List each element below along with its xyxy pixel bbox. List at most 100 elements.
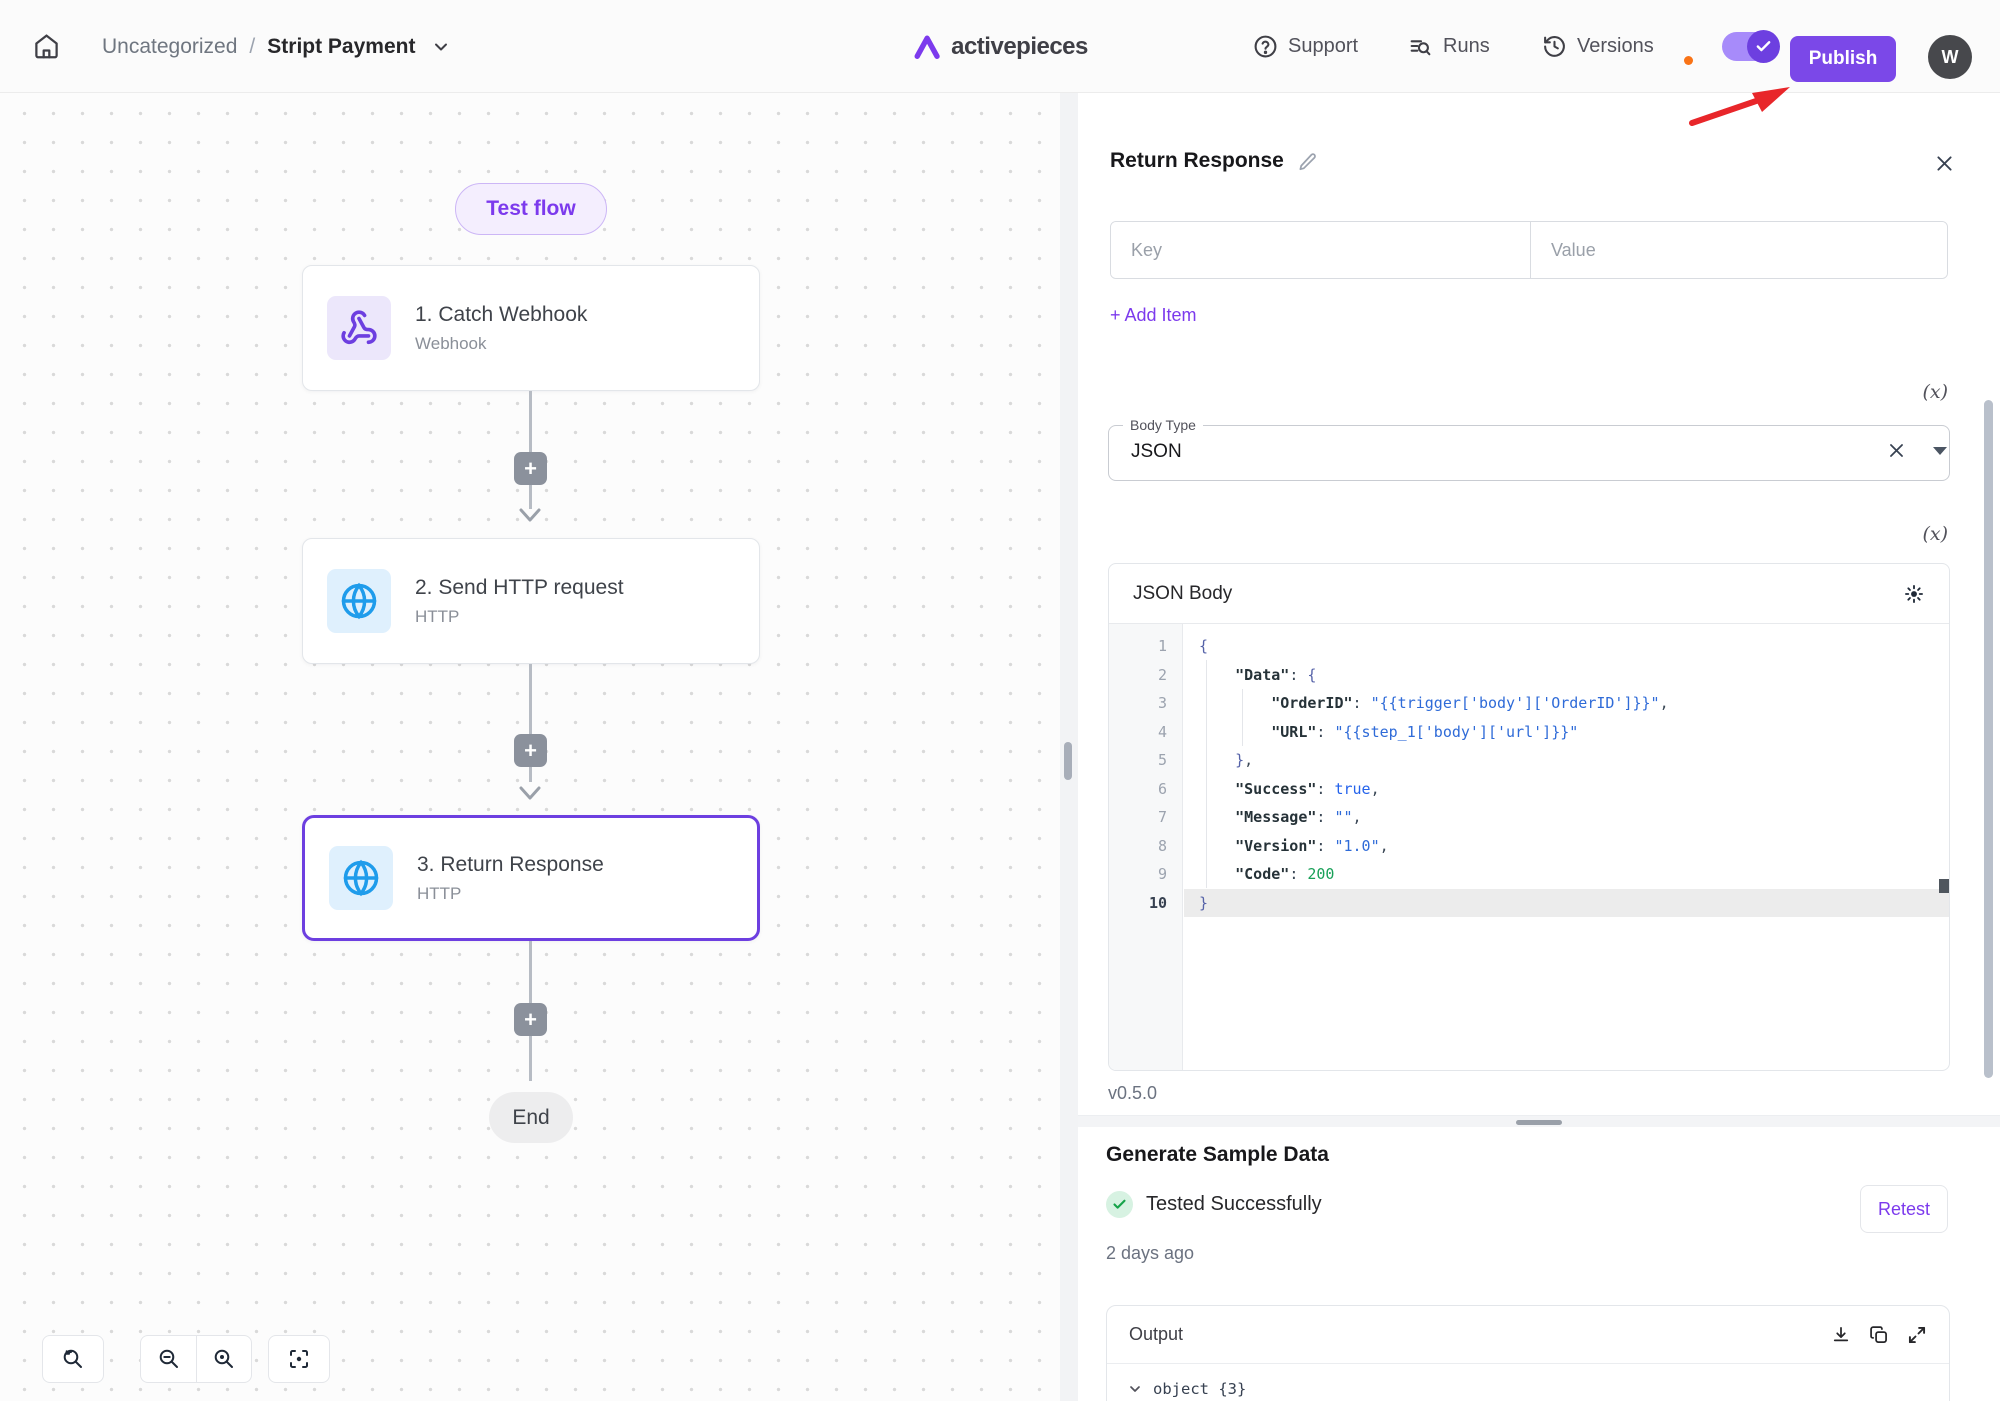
last-tested-time: 2 days ago [1106, 1243, 1195, 1263]
flow-menu-button[interactable] [431, 37, 451, 57]
copy-icon [1870, 1325, 1887, 1343]
expand-button[interactable] [1907, 1325, 1927, 1345]
insert-variable-icon[interactable]: (x) [1922, 523, 1948, 545]
panel-resize-divider[interactable] [1078, 1115, 2000, 1127]
zoom-out-icon [159, 1349, 178, 1368]
step-title: 1. Catch Webhook [415, 302, 588, 326]
breadcrumb: Uncategorized / Stript Payment [26, 0, 451, 93]
test-status: Tested Successfully [1106, 1191, 1322, 1218]
x-icon [1890, 444, 1903, 457]
test-flow-button[interactable]: Test flow [455, 183, 607, 235]
gutter-scrollbar[interactable] [1064, 742, 1072, 780]
connector-line [529, 391, 532, 509]
home-icon [34, 34, 58, 59]
clear-selection-button[interactable] [1887, 441, 1906, 465]
panel-scrollbar[interactable] [1984, 400, 1993, 1078]
indent-guide [1206, 660, 1207, 888]
zoom-reset-icon [63, 1349, 82, 1368]
logo-text: activepieces [951, 32, 1088, 60]
canvas-zoom-toolbar [42, 1335, 330, 1383]
download-icon [1833, 1326, 1849, 1341]
support-label: Support [1288, 35, 1359, 57]
toggle-knob [1747, 30, 1780, 63]
download-button[interactable] [1831, 1325, 1851, 1345]
json-code-editor[interactable]: 1{2 "Data": {3 "OrderID": "{{trigger['bo… [1109, 624, 1949, 1070]
zoom-in-button[interactable] [196, 1335, 252, 1383]
flow-name[interactable]: Stript Payment [267, 34, 416, 58]
close-icon [1937, 156, 1952, 171]
chevron-down-icon [435, 43, 448, 50]
panel-gutter [1060, 93, 1078, 1401]
step-subtitle: HTTP [415, 606, 460, 626]
activepieces-logo: activepieces [912, 0, 1088, 93]
code-line: 8 "Version": "1.0", [1157, 836, 1389, 855]
success-check-icon [1106, 1191, 1133, 1218]
panel-close-button[interactable] [1934, 153, 1955, 179]
output-root-label: object {3} [1153, 1380, 1247, 1398]
home-button[interactable] [26, 27, 66, 67]
activepieces-logo-icon [914, 35, 940, 59]
indent-guide [1242, 689, 1243, 746]
help-circle-icon [1254, 35, 1277, 58]
flow-canvas[interactable]: Test flow 1. Catch Webhook Webhook + 2. … [0, 93, 1060, 1401]
ai-sparkle-icon[interactable] [1903, 583, 1925, 605]
json-body-card: JSON Body 1{2 "Data": {3 "OrderID": "{{t… [1108, 563, 1950, 1071]
connector-line [529, 664, 532, 782]
value-input[interactable] [1531, 222, 1947, 278]
breadcrumb-category[interactable]: Uncategorized [102, 34, 238, 58]
body-type-value: JSON [1131, 441, 1182, 462]
code-line: 4 "URL": "{{step_1['body']['url']}}" [1157, 722, 1579, 741]
code-line-gutter [1109, 624, 1183, 1070]
code-line: 9 "Code": 200 [1157, 865, 1335, 883]
editor-scrollbar[interactable] [1939, 879, 1949, 893]
globe-icon [327, 569, 391, 633]
chevron-down-icon [1130, 1386, 1140, 1392]
piece-version-label: v0.5.0 [1108, 1083, 1158, 1103]
add-step-button[interactable]: + [514, 452, 547, 485]
history-icon [1544, 36, 1565, 57]
headers-key-value-row [1110, 221, 1948, 279]
versions-button[interactable]: Versions [1542, 0, 1654, 93]
add-step-button[interactable]: + [514, 1003, 547, 1036]
webhook-icon [327, 296, 391, 360]
output-card: Output object {3} [1106, 1305, 1950, 1401]
chevron-down-icon[interactable] [1933, 447, 1947, 455]
check-icon [1756, 41, 1771, 52]
edit-pencil-icon[interactable] [1298, 152, 1317, 171]
fit-to-view-button[interactable] [268, 1335, 330, 1383]
publish-button[interactable]: Publish [1790, 36, 1896, 82]
top-bar: Uncategorized / Stript Payment activepie… [0, 0, 2000, 93]
body-type-select[interactable]: Body Type JSON [1108, 417, 1950, 481]
step-node-send-http[interactable]: 2. Send HTTP request HTTP [302, 538, 760, 664]
code-line: 1{ [1157, 637, 1209, 655]
key-input[interactable] [1111, 222, 1531, 278]
arrowhead-icon [519, 508, 541, 522]
add-item-link[interactable]: + Add Item [1110, 305, 1197, 325]
code-line: 2 "Data": { [1157, 665, 1317, 684]
avatar[interactable]: W [1928, 35, 1972, 79]
copy-button[interactable] [1869, 1325, 1889, 1345]
runs-button[interactable]: Runs [1408, 0, 1490, 93]
flow-enabled-toggle[interactable] [1722, 30, 1780, 63]
expand-icon [1908, 1326, 1926, 1343]
insert-variable-icon[interactable]: (x) [1922, 381, 1948, 403]
add-step-button[interactable]: + [514, 734, 547, 767]
body-type-label: Body Type [1130, 417, 1196, 433]
support-button[interactable]: Support [1253, 0, 1358, 93]
zoom-out-button[interactable] [140, 1335, 196, 1383]
output-tree-root[interactable]: object {3} [1107, 1364, 1949, 1398]
zoom-reset-button[interactable] [42, 1335, 104, 1383]
step-node-return-response[interactable]: 3. Return Response HTTP [302, 815, 760, 941]
versions-unsaved-dot [1684, 56, 1693, 65]
panel-title: Return Response [1110, 149, 1284, 172]
fit-to-view-icon [290, 1350, 308, 1368]
generate-sample-data-heading: Generate Sample Data [1106, 1143, 1329, 1166]
step-subtitle: Webhook [415, 333, 487, 353]
retest-button[interactable]: Retest [1860, 1185, 1948, 1233]
step-node-catch-webhook[interactable]: 1. Catch Webhook Webhook [302, 265, 760, 391]
code-line: 5 }, [1157, 751, 1254, 769]
step-settings-panel: Return Response + Add Item (x) Body Type… [1078, 93, 2000, 1401]
step-title: 3. Return Response [417, 852, 604, 876]
step-title: 2. Send HTTP request [415, 575, 624, 599]
